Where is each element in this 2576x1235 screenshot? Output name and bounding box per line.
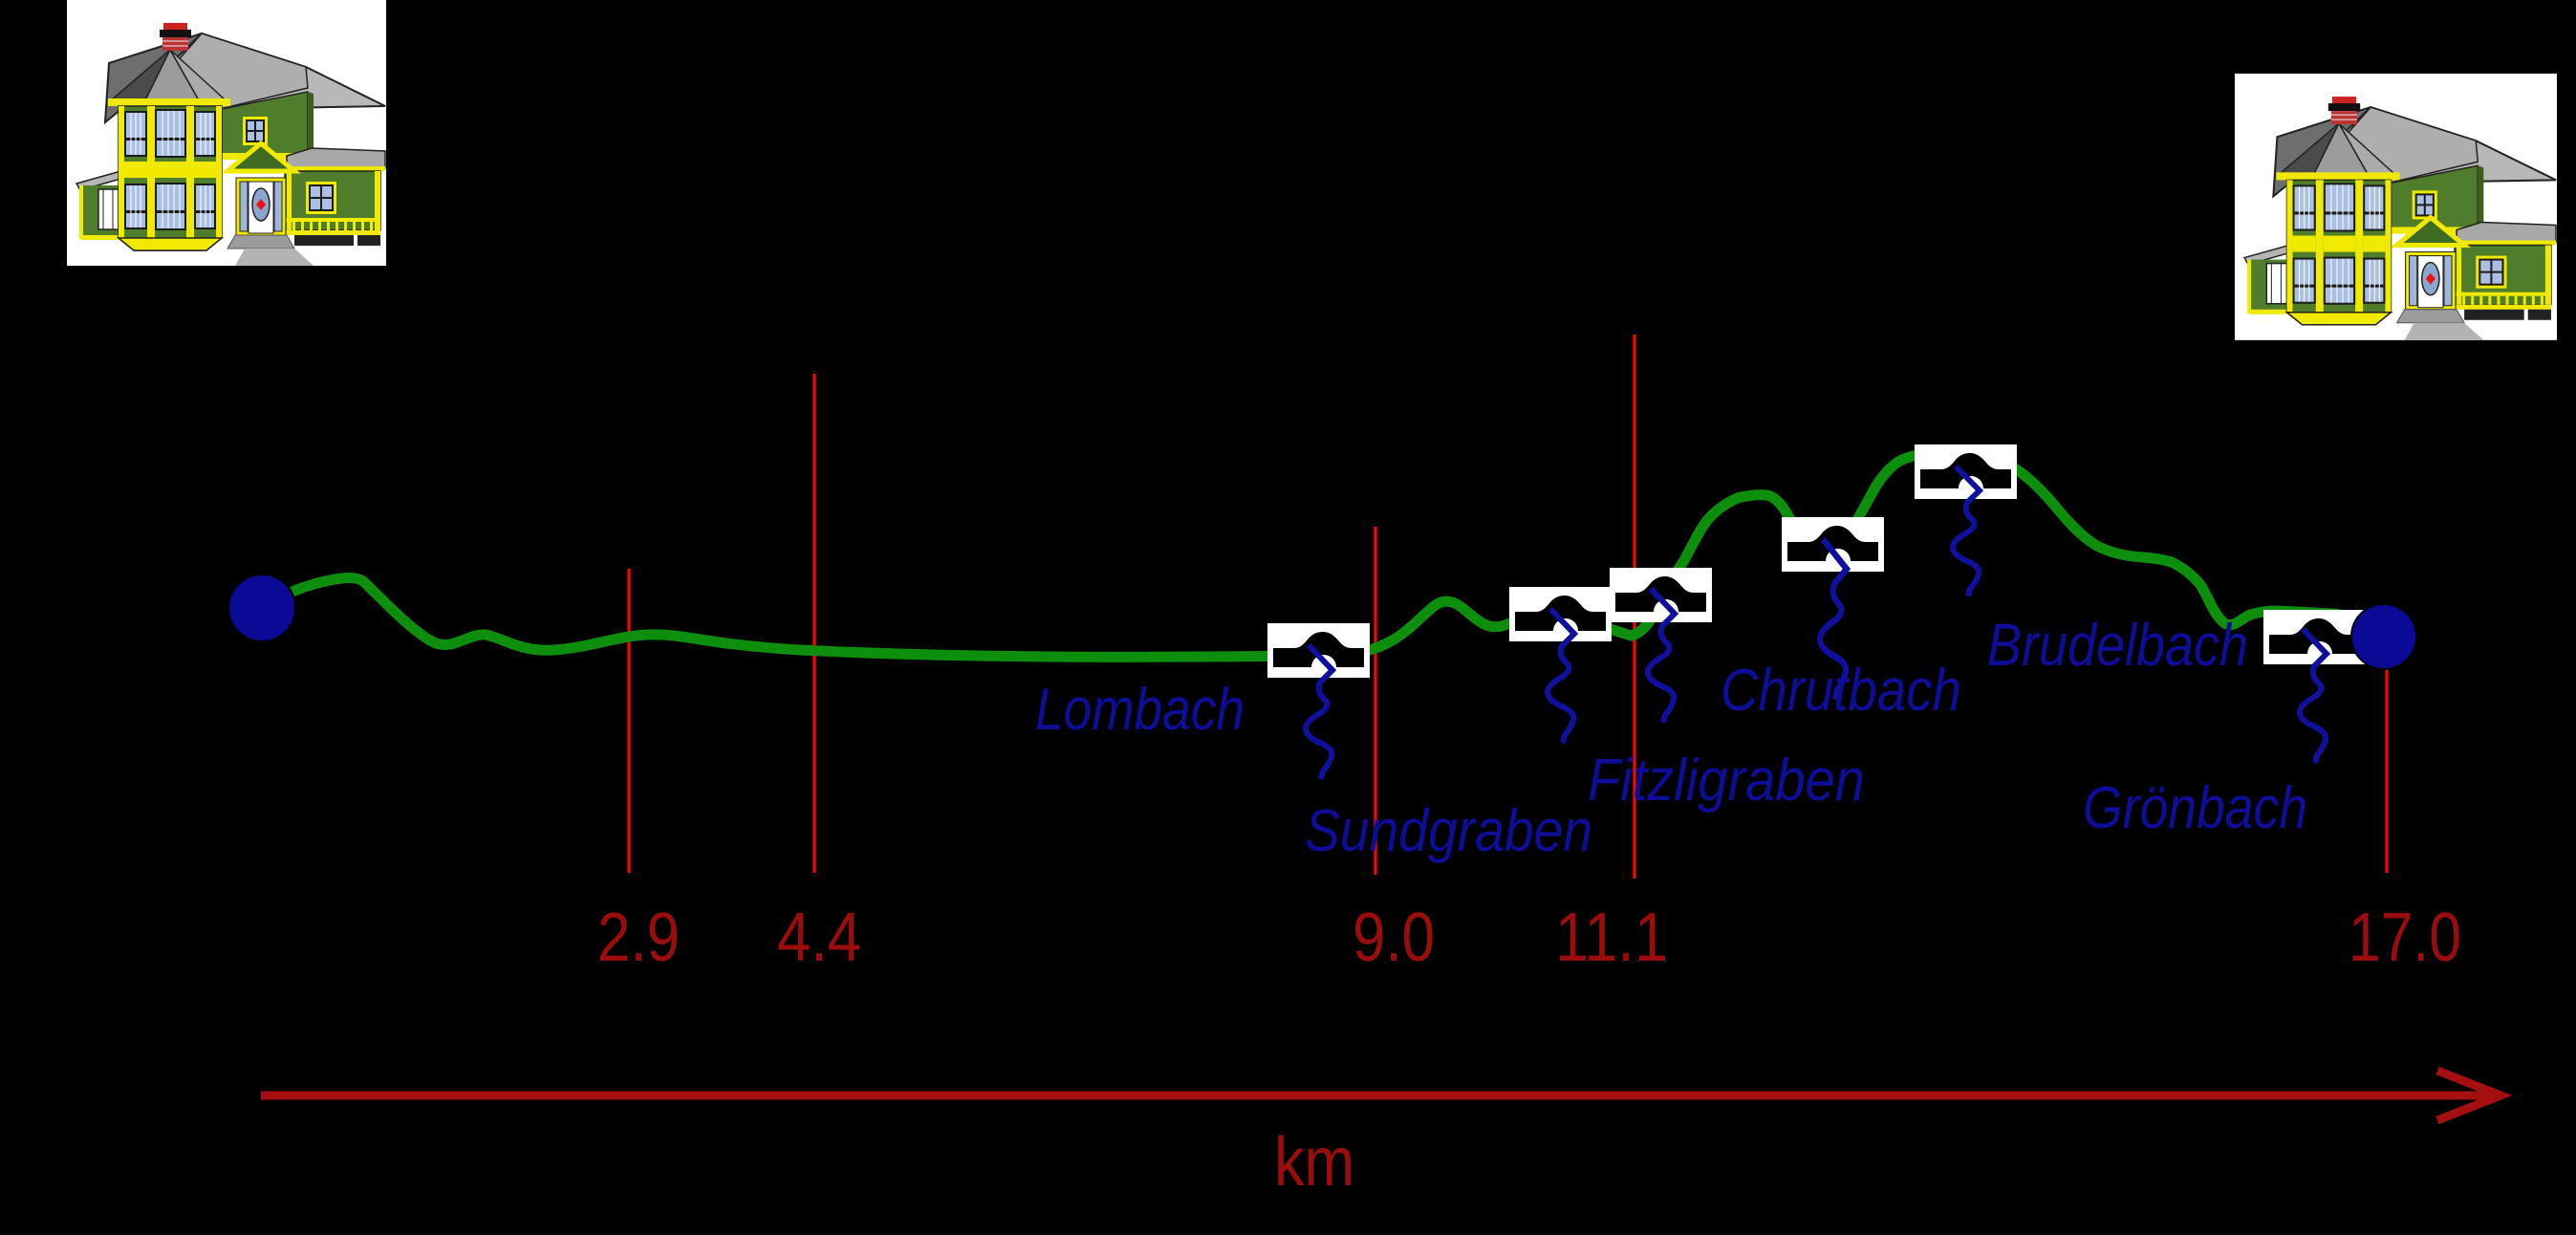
svg-text:Brudelbach: Brudelbach [1987,613,2248,679]
svg-text:Chrutbach: Chrutbach [1721,658,1961,724]
svg-text:2.9: 2.9 [597,899,680,976]
svg-text:Lombach: Lombach [1035,677,1245,743]
svg-text:km: km [1274,1124,1354,1201]
svg-text:Sundgraben: Sundgraben [1305,798,1592,864]
svg-text:Grönbach: Grönbach [2083,775,2307,841]
svg-text:4.4: 4.4 [777,899,861,976]
svg-text:Fitzligraben: Fitzligraben [1588,748,1865,813]
svg-text:11.1: 11.1 [1555,899,1668,976]
svg-text:17.0: 17.0 [2349,899,2461,976]
svg-text:9.0: 9.0 [1353,899,1435,976]
